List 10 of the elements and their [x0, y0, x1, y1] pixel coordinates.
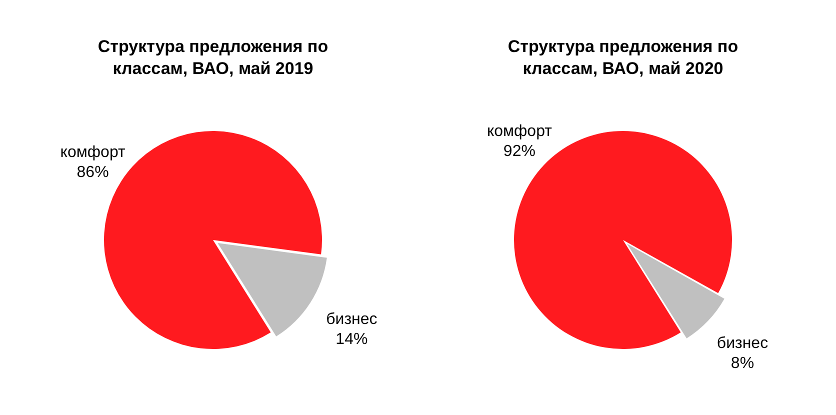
data-label: 8% — [730, 355, 754, 372]
slice-label: бизнес — [716, 335, 768, 352]
chart-title: Структура предложения по классам, ВАО, май 2020 — [506, 36, 740, 80]
slice-label: бизнес — [326, 310, 378, 328]
data-label: 86% — [76, 164, 109, 181]
data-label: 14% — [336, 330, 368, 348]
slice-label: комфорт — [60, 144, 126, 161]
data-label: 92% — [503, 142, 536, 160]
slice-label: комфорт — [486, 122, 553, 140]
chart-title: Структура предложения по классам, ВАО, май 2019 — [96, 36, 330, 80]
